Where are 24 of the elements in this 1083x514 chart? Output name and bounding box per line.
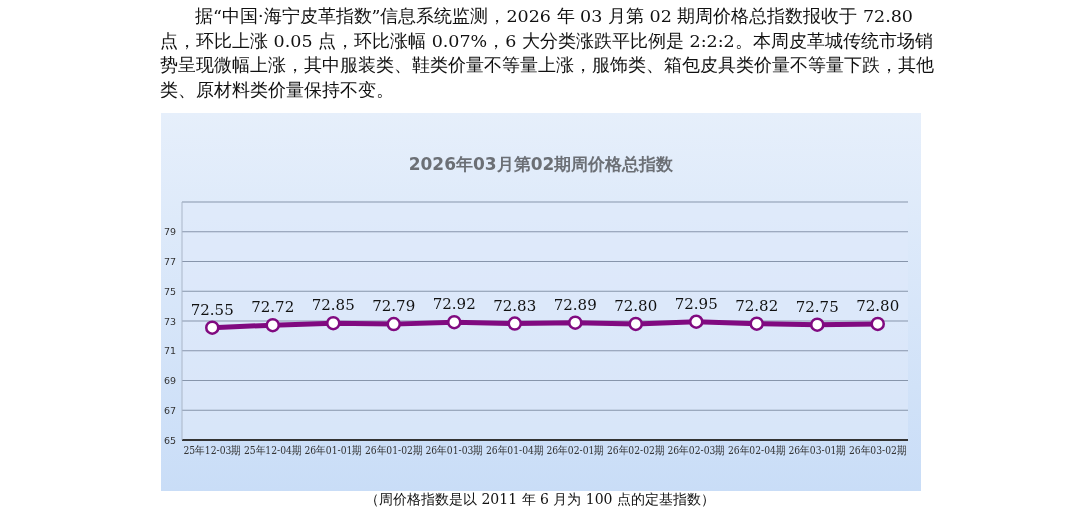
data-label: 72.83 — [493, 296, 537, 315]
data-label: 72.85 — [311, 296, 355, 315]
y-tick-label: 65 — [163, 434, 176, 446]
data-label: 72.79 — [372, 297, 416, 316]
data-label: 72.92 — [432, 295, 476, 314]
y-tick-label: 67 — [163, 404, 176, 416]
y-tick-label: 73 — [163, 315, 176, 327]
annotation: 据“中国·海宁皮革指数”信息系统监测，2026 年 03 月第 02 期周价格总指数报收于 72.80 点，环比上涨 0.05 点，环比涨幅 0.07%，6 大分类涨跌平比例是 2:2:2。本周皮革城传统市场销势呈现微幅上涨，其中服装类、鞋类价量不等量上涨，服饰类、箱包皮具类价量不等量下跌，其他类、原材料类价量保持不变。 — [160, 5, 935, 102]
y-tick-label: 69 — [163, 375, 176, 386]
data-label: 72.80 — [856, 296, 900, 315]
x-tick-label: 26年03-02期 — [849, 444, 915, 456]
data-label: 72.82 — [735, 296, 779, 315]
data-label: 72.80 — [614, 296, 658, 315]
y-tick-label: 77 — [163, 256, 176, 267]
data-label: 72.89 — [553, 295, 597, 314]
y-tick-label: 71 — [163, 345, 176, 357]
data-label: 72.95 — [674, 294, 718, 313]
data-label: 72.75 — [795, 297, 839, 316]
annotation: （周价格指数是以 2011 年 6 月为 100 点的定基指数） — [364, 491, 716, 509]
y-tick-label: 79 — [163, 226, 176, 238]
data-label: 72.72 — [251, 298, 295, 317]
chart-title: 2026年03月第02期周价格总指数 — [408, 154, 675, 174]
y-tick-label: 75 — [163, 285, 176, 297]
data-label: 72.55 — [190, 300, 234, 319]
